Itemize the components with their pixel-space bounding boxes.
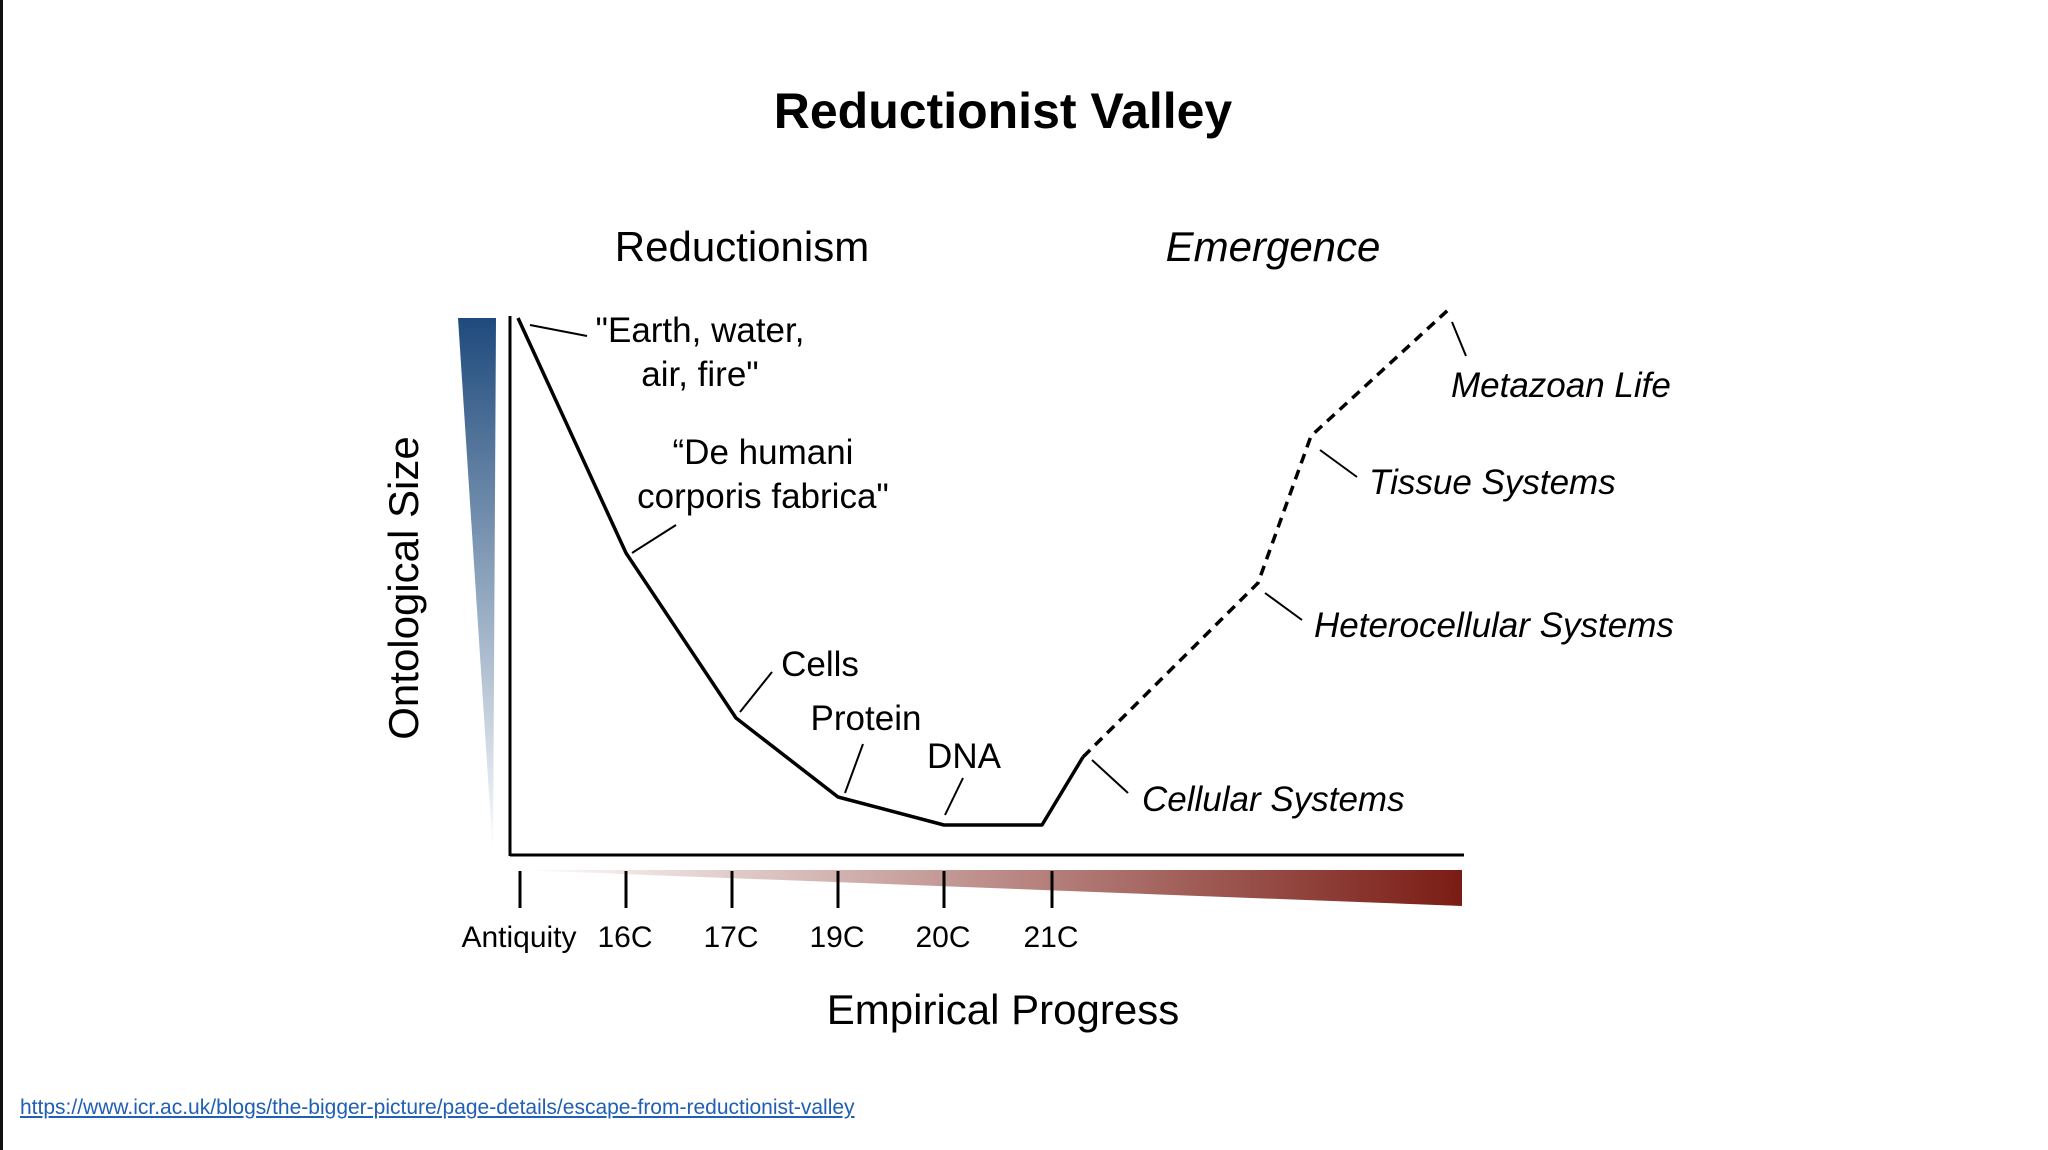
ontological-size-gradient-wedge bbox=[458, 318, 496, 855]
label-heterocellular-systems: Heterocellular Systems bbox=[1314, 606, 1674, 645]
annotation-leader-lines bbox=[529, 321, 1467, 816]
label-earth-water-line1: "Earth, water, bbox=[596, 311, 805, 350]
heading-emergence: Emergence bbox=[1166, 223, 1381, 270]
leader-tissue bbox=[1319, 449, 1358, 478]
emergence-curve bbox=[1081, 308, 1450, 759]
label-protein: Protein bbox=[811, 699, 922, 738]
label-cellular-systems: Cellular Systems bbox=[1142, 780, 1405, 819]
y-axis-label: Ontological Size bbox=[380, 436, 427, 740]
leader-heterocellular bbox=[1264, 592, 1303, 621]
label-earth-water-line2: air, fire" bbox=[641, 355, 758, 394]
label-dna: DNA bbox=[927, 737, 1002, 776]
tick-label-20c: 20C bbox=[915, 921, 970, 954]
diagram-title: Reductionist Valley bbox=[774, 83, 1233, 139]
label-tissue-systems: Tissue Systems bbox=[1369, 463, 1616, 502]
leader-earth bbox=[529, 324, 588, 337]
leader-cellular bbox=[1091, 759, 1129, 794]
label-cells: Cells bbox=[781, 645, 859, 684]
reductionism-curve bbox=[516, 317, 1085, 827]
x-axis-ticks bbox=[518, 871, 1054, 908]
leader-metazoan bbox=[1451, 321, 1467, 357]
leader-fabrica bbox=[631, 524, 677, 554]
label-fabrica-line1: “De humani bbox=[673, 433, 854, 472]
source-url-link[interactable]: https://www.icr.ac.uk/blogs/the-bigger-p… bbox=[20, 1096, 855, 1119]
tick-label-21c: 21C bbox=[1023, 921, 1078, 954]
leader-dna bbox=[944, 777, 964, 816]
x-axis-label: Empirical Progress bbox=[827, 986, 1179, 1033]
tick-label-17c: 17C bbox=[703, 921, 758, 954]
empirical-progress-gradient-wedge bbox=[518, 870, 1462, 906]
leader-protein bbox=[844, 743, 864, 794]
label-metazoan-life: Metazoan Life bbox=[1451, 366, 1671, 405]
heading-reductionism: Reductionism bbox=[615, 223, 869, 270]
tick-label-antiquity: Antiquity bbox=[461, 921, 576, 954]
tick-label-19c: 19C bbox=[809, 921, 864, 954]
tick-label-16c: 16C bbox=[597, 921, 652, 954]
leader-cells bbox=[739, 671, 773, 713]
slide-left-border bbox=[0, 0, 3, 1150]
label-fabrica-line2: corporis fabrica" bbox=[637, 477, 889, 516]
